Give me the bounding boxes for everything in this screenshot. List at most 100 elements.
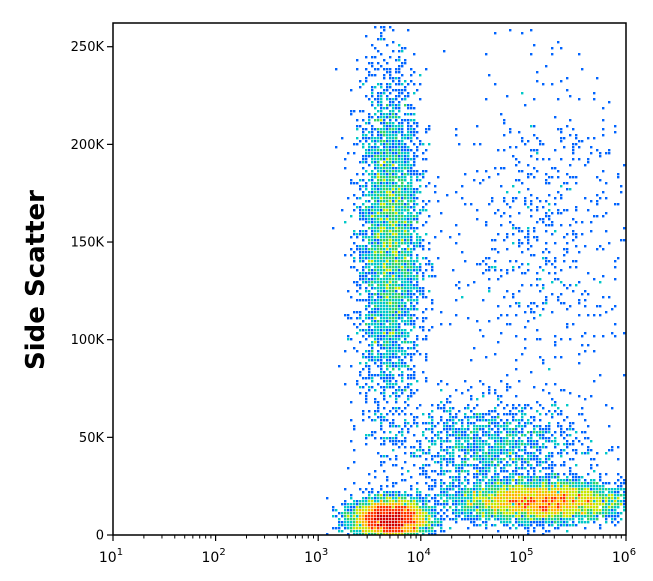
event-dot: [512, 293, 515, 296]
event-dot: [407, 206, 410, 209]
event-dot: [512, 449, 515, 452]
event-dot: [461, 434, 464, 437]
event-dot: [365, 530, 368, 533]
event-dot: [365, 503, 368, 506]
event-dot: [560, 524, 563, 527]
event-dot: [452, 269, 455, 272]
event-dot: [404, 266, 407, 269]
event-dot: [593, 485, 596, 488]
event-dot: [386, 152, 389, 155]
event-dot: [578, 98, 581, 101]
event-dot: [401, 152, 404, 155]
event-dot: [395, 269, 398, 272]
event-dot: [407, 113, 410, 116]
event-dot: [413, 215, 416, 218]
event-dot: [395, 284, 398, 287]
event-dot: [533, 488, 536, 491]
event-dot: [362, 230, 365, 233]
event-dot: [572, 479, 575, 482]
event-dot: [410, 281, 413, 284]
event-dot: [401, 278, 404, 281]
event-dot: [392, 413, 395, 416]
event-dot: [401, 182, 404, 185]
event-dot: [536, 485, 539, 488]
event-dot: [497, 440, 500, 443]
event-dot: [545, 212, 548, 215]
event-dot: [326, 497, 329, 500]
event-dot: [407, 311, 410, 314]
event-dot: [488, 437, 491, 440]
event-dot: [398, 221, 401, 224]
event-dot: [398, 140, 401, 143]
event-dot: [404, 446, 407, 449]
event-dot: [374, 362, 377, 365]
event-dot: [560, 194, 563, 197]
event-dot: [398, 143, 401, 146]
event-dot: [398, 491, 401, 494]
event-dot: [389, 176, 392, 179]
event-dot: [380, 293, 383, 296]
event-dot: [533, 491, 536, 494]
event-dot: [467, 437, 470, 440]
event-dot: [479, 473, 482, 476]
event-dot: [485, 500, 488, 503]
event-dot: [569, 515, 572, 518]
event-dot: [428, 524, 431, 527]
event-dot: [350, 89, 353, 92]
event-dot: [368, 254, 371, 257]
event-dot: [428, 488, 431, 491]
event-dot: [404, 365, 407, 368]
event-dot: [509, 491, 512, 494]
event-dot: [551, 416, 554, 419]
event-dot: [488, 389, 491, 392]
event-dot: [527, 443, 530, 446]
event-dot: [491, 509, 494, 512]
event-dot: [371, 245, 374, 248]
event-dot: [395, 503, 398, 506]
event-dot: [506, 443, 509, 446]
event-dot: [383, 395, 386, 398]
event-dot: [560, 500, 563, 503]
event-dot: [362, 518, 365, 521]
event-dot: [440, 509, 443, 512]
event-dot: [452, 503, 455, 506]
event-dot: [467, 491, 470, 494]
event-dot: [413, 194, 416, 197]
event-dot: [383, 125, 386, 128]
event-dot: [371, 197, 374, 200]
event-dot: [413, 119, 416, 122]
event-dot: [389, 98, 392, 101]
event-dot: [398, 311, 401, 314]
event-dot: [422, 533, 425, 536]
event-dot: [377, 200, 380, 203]
event-dot: [419, 293, 422, 296]
event-dot: [380, 464, 383, 467]
event-dot: [419, 140, 422, 143]
event-dot: [359, 362, 362, 365]
event-dot: [401, 335, 404, 338]
event-dot: [566, 440, 569, 443]
event-dot: [404, 95, 407, 98]
event-dot: [485, 476, 488, 479]
event-dot: [572, 128, 575, 131]
event-dot: [416, 212, 419, 215]
event-dot: [338, 365, 341, 368]
event-dot: [401, 143, 404, 146]
event-dot: [524, 500, 527, 503]
event-dot: [545, 479, 548, 482]
event-dot: [428, 446, 431, 449]
event-dot: [509, 446, 512, 449]
event-dot: [503, 476, 506, 479]
event-dot: [413, 197, 416, 200]
event-dot: [380, 185, 383, 188]
event-dot: [575, 473, 578, 476]
event-dot: [533, 176, 536, 179]
event-dot: [572, 488, 575, 491]
event-dot: [413, 248, 416, 251]
event-dot: [398, 161, 401, 164]
event-dot: [368, 98, 371, 101]
event-dot: [527, 452, 530, 455]
event-dot: [416, 179, 419, 182]
event-dot: [530, 215, 533, 218]
event-dot: [380, 113, 383, 116]
